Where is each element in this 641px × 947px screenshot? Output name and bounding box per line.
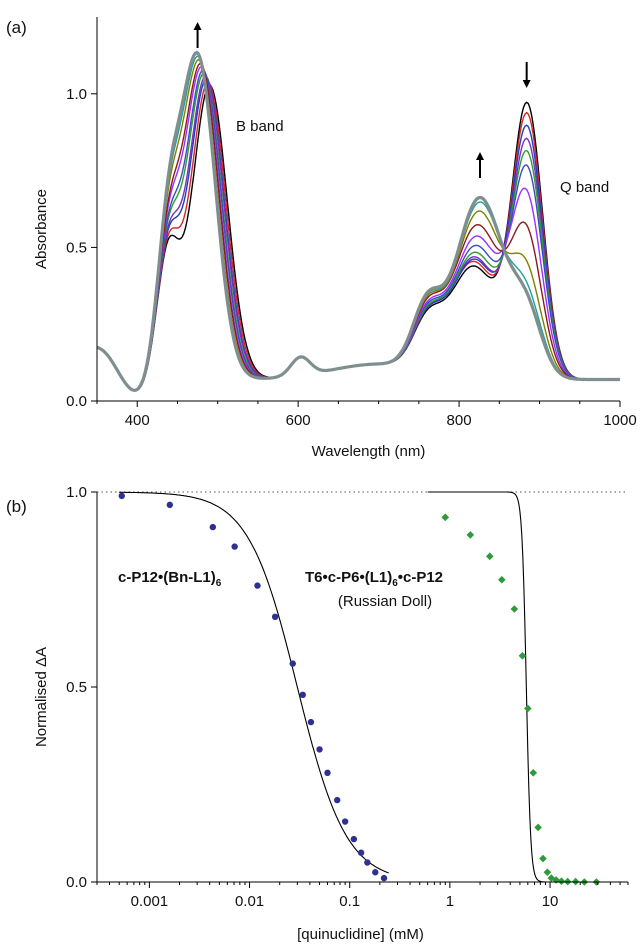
panel-b-x-axis-title: [quinuclidine] (mM) [297,926,424,943]
absorbance-spectra-curves [96,50,620,392]
panel-b-x-tick-label: 1 [446,893,454,910]
panel-b-y-tick-label: 1.0 [66,484,87,501]
panel-a-x-tick-label: 600 [286,412,311,429]
data-point-diamond [547,874,556,882]
panel-a-absorbance-chart: (a) 400 600 800 1000 0.0 0.5 1.0 Wavelength (nm… [6,17,637,460]
series2-label: T6•c-P6•(L1)6•c-P12 [305,569,443,589]
data-point-circle [333,796,341,804]
data-point-circle [372,869,379,876]
panel-b-x-tick-label: 10 [542,893,559,910]
fit-curves [119,491,558,883]
b-band-label: B band [236,118,284,135]
panel-b-y-tick-label: 0.5 [66,679,87,696]
data-point-diamond [485,552,494,561]
data-point-diamond [518,652,527,660]
data-point-diamond [498,575,506,584]
panel-a-x-tick-label: 400 [125,412,150,429]
series1-label-subscript: 6 [216,578,222,589]
data-point-circle [271,613,279,620]
series2-note: (Russian Doll) [338,593,432,610]
data-point-diamond [529,769,538,777]
panel-a-y-tick-label: 0.0 [66,393,87,410]
data-point-circle [364,859,371,866]
data-point-circle [166,501,174,509]
arrow-up-head [193,22,202,30]
panel-b-y-axis-title: Normalised ΔA [33,647,50,747]
data-point-diamond [539,854,547,863]
panel-a-label: (a) [6,18,27,37]
panel-a-x-axis-title: Wavelength (nm) [312,443,426,460]
arrow-down-head [522,80,531,88]
data-point-circle [289,660,296,667]
data-point-diamond [534,823,542,832]
q-band-label: Q band [560,179,609,196]
data-point-diamond [524,704,532,713]
data-point-diamond [543,868,552,877]
series2-label-text-1: T6•c-P6•(L1) [305,569,392,586]
data-point-circle [231,543,238,550]
panel-a-y-tick-label: 1.0 [66,86,87,103]
fit-curve-2 [427,491,558,883]
data-point-circle [118,492,125,500]
data-point-diamond [557,877,566,886]
data-point-circle [341,818,349,825]
series1-label-text: c-P12•(Bn-L1) [118,569,216,586]
panel-b-x-tick-label: 0.1 [339,893,360,910]
trend-arrows [193,22,531,178]
panel-a-y-axis-title: Absorbance [33,189,50,269]
data-point-diamond [441,513,450,522]
panel-b-x-tick-label: 0.01 [235,893,264,910]
titration-data-points [118,492,601,886]
data-point-circle [254,582,261,589]
panel-a-y-tick-label: 0.5 [66,239,87,256]
data-point-circle [324,769,331,776]
series1-label: c-P12•(Bn-L1)6 [118,569,222,589]
data-point-circle [307,718,315,726]
panel-b-x-tick-label: 0.001 [131,893,169,910]
data-point-circle [380,874,388,882]
series2-label-subscript: 6 [392,578,398,589]
panel-a-axes: 400 600 800 1000 0.0 0.5 1.0 Wavelength (nm) Abs… [33,17,637,460]
panel-b-label: (b) [6,497,27,516]
panel-b-y-tick-label: 0.0 [66,874,87,891]
data-point-circle [316,746,323,753]
series2-label-text-2: •c-P12 [398,569,443,586]
data-point-circle [357,849,365,856]
data-point-circle [299,691,306,698]
panel-b-axes: 0.001 0.01 0.1 1 10 0.0 0.5 1.0 [quinuclidine] (… [33,484,629,943]
data-point-diamond [510,605,519,613]
data-point-circle [209,523,217,531]
spectrum-curve-11 [96,50,620,392]
data-point-diamond [466,531,475,539]
fit-curve-1 [119,491,389,874]
panel-b-titration-chart: (b) 0.001 0.01 0.1 1 10 0.0 0.5 1.0 [quinuclidin… [6,484,629,943]
panel-a-x-tick-label: 800 [447,412,472,429]
panel-a-x-tick-label: 1000 [603,412,636,429]
spectrum-curve-5 [96,72,620,392]
data-point-circle [350,835,358,843]
arrow-up-head [475,152,484,160]
